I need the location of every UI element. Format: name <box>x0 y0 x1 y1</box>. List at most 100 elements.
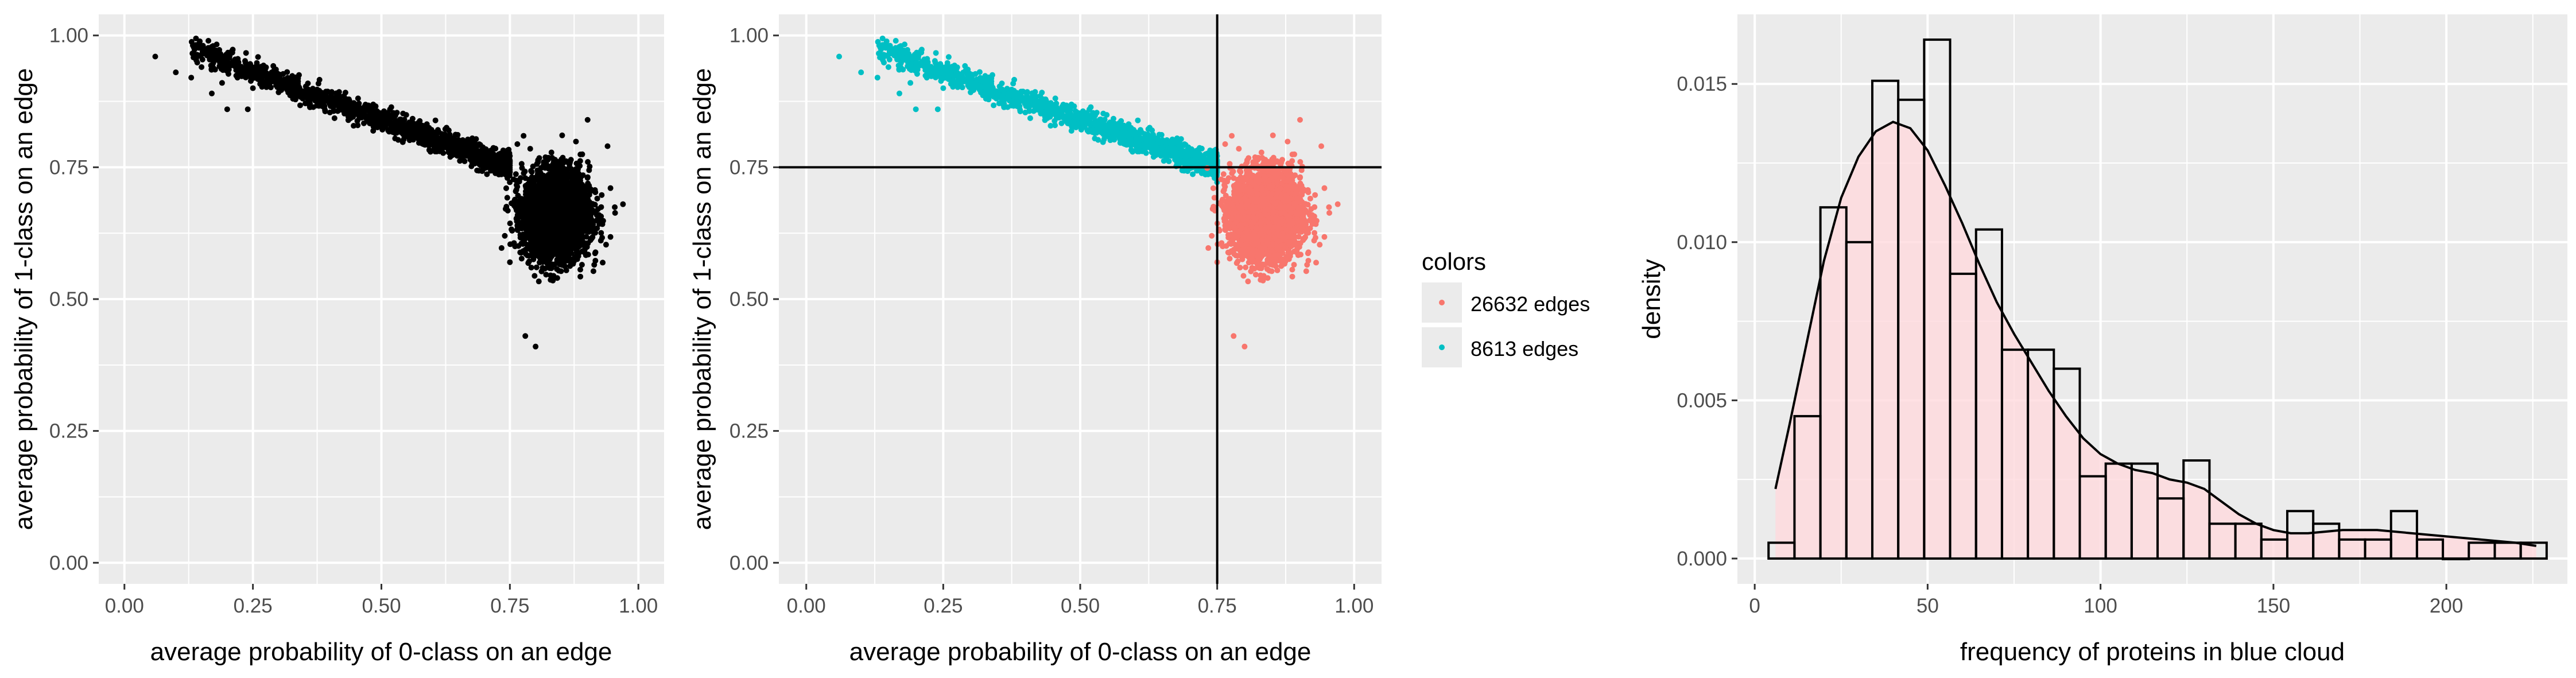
scatter-point <box>452 131 459 138</box>
scatter-point <box>492 158 499 165</box>
scatter-point <box>521 170 527 176</box>
scatter-point <box>559 132 565 138</box>
scatter-point <box>419 125 425 131</box>
scatter-point <box>526 258 532 265</box>
scatter-point <box>537 233 543 239</box>
scatter-point <box>590 268 596 274</box>
scatter-point <box>431 137 437 143</box>
scatter-point <box>555 228 561 235</box>
scatter-point <box>536 155 542 161</box>
scatter-point <box>584 117 591 123</box>
scatter-point <box>520 231 526 238</box>
scatter-point <box>599 192 605 198</box>
scatter-point <box>391 127 397 134</box>
scatter-point <box>579 262 585 268</box>
scatter-point <box>551 157 557 163</box>
scatter-point <box>328 89 335 95</box>
scatter-point <box>521 133 527 139</box>
scatter-point <box>292 76 298 82</box>
scatter-point <box>196 53 203 59</box>
scatter-point <box>530 237 537 243</box>
scatter-point <box>580 209 587 215</box>
scatter-point <box>577 273 584 280</box>
scatter-point <box>549 203 555 209</box>
scatter-point <box>219 80 225 86</box>
panel-1-y-axis-title: average probability of 1-class on an edg… <box>10 68 38 530</box>
scatter-point <box>560 209 567 215</box>
scatter-point <box>594 195 600 202</box>
scatter-point <box>528 168 534 174</box>
scatter-point <box>404 124 410 130</box>
scatter-point <box>519 165 525 171</box>
scatter-point <box>522 206 529 212</box>
scatter-point <box>335 96 341 103</box>
scatter-point <box>261 73 267 79</box>
scatter-point <box>589 222 595 228</box>
scatter-point <box>607 185 614 191</box>
scatter-point <box>513 204 519 211</box>
scatter-point <box>436 148 443 154</box>
scatter-point <box>507 259 513 265</box>
scatter-point <box>453 140 459 146</box>
scatter-point <box>556 259 562 266</box>
scatter-point <box>556 183 562 189</box>
scatter-point <box>620 201 626 207</box>
scatter-point <box>362 104 368 110</box>
scatter-point <box>586 167 592 173</box>
scatter-point <box>573 138 579 145</box>
scatter-point <box>512 243 518 250</box>
scatter-point <box>548 149 554 156</box>
scatter-point <box>502 233 508 239</box>
scatter-panel-2: 0.000.250.500.751.00 0.00 0.25 0.50 0.75 1.0… <box>688 14 1382 666</box>
scatter-point <box>255 70 261 76</box>
scatter-point <box>567 219 573 226</box>
scatter-point <box>591 262 598 268</box>
scatter-point <box>394 110 400 116</box>
scatter-point <box>599 234 606 241</box>
scatter-point <box>545 191 551 197</box>
scatter-point <box>388 104 394 110</box>
scatter-point <box>520 241 526 247</box>
scatter-point <box>505 207 511 214</box>
scatter-point <box>290 83 296 90</box>
scatter-point <box>574 217 580 223</box>
scatter-point <box>538 179 544 185</box>
scatter-point <box>592 210 599 216</box>
scatter-point <box>498 245 505 251</box>
scatter-point <box>490 145 496 151</box>
scatter-point <box>569 175 575 181</box>
panel-1-x-axis-title: average probability of 0-class on an edg… <box>150 638 612 666</box>
scatter-point <box>945 54 952 60</box>
scatter-point <box>480 159 486 165</box>
scatter-point <box>214 41 220 48</box>
scatter-point <box>220 56 227 63</box>
scatter-point <box>536 278 542 285</box>
scatter-point <box>570 205 576 211</box>
scatter-point <box>573 177 580 184</box>
scatter-point <box>320 100 327 107</box>
scatter-point <box>562 200 568 207</box>
scatter-point <box>245 106 251 113</box>
scatter-point <box>486 152 492 158</box>
scatter-point <box>584 175 591 181</box>
scatter-point <box>498 165 504 171</box>
scatter-point <box>505 166 511 172</box>
scatter-point <box>459 154 465 160</box>
scatter-point <box>383 111 389 117</box>
scatter-point <box>503 185 509 191</box>
scatter-point <box>425 130 431 136</box>
scatter-point <box>558 191 564 197</box>
scatter-point <box>188 75 195 81</box>
scatter-point <box>544 226 550 232</box>
scatter-point <box>234 75 240 81</box>
scatter-point <box>327 95 333 101</box>
x-tick-label: 1.00 <box>619 595 658 617</box>
scatter-point <box>598 204 604 210</box>
scatter-point <box>302 83 309 90</box>
scatter-point <box>599 221 606 227</box>
scatter-point <box>556 235 562 242</box>
scatter-point <box>173 69 179 76</box>
scatter-point <box>502 152 508 158</box>
scatter-point <box>439 136 445 142</box>
